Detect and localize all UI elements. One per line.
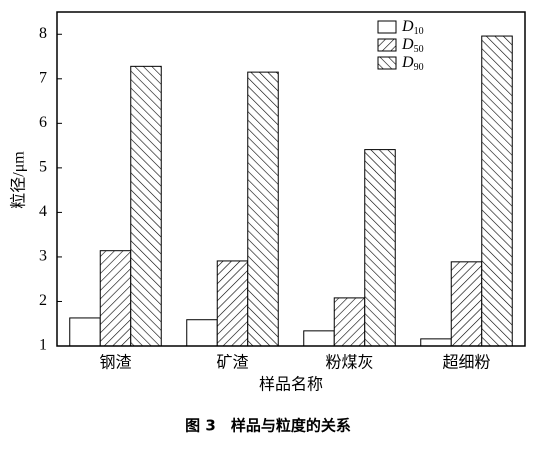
legend-label-sub: 50	[414, 44, 424, 55]
legend-label-sub: 10	[414, 26, 424, 37]
bar	[130, 65, 162, 347]
legend-swatch	[377, 38, 397, 52]
bar	[420, 338, 452, 347]
bar	[186, 319, 218, 347]
y-tick-label: 6	[39, 114, 47, 131]
bar	[69, 317, 101, 347]
legend-swatch	[377, 56, 397, 70]
legend-label: D50	[401, 36, 424, 56]
y-tick-label: 7	[39, 69, 47, 86]
bar	[333, 297, 366, 347]
bar	[364, 149, 396, 347]
y-axis-label: 粒径/μm	[10, 151, 28, 209]
x-tick-label: 钢渣	[99, 354, 131, 372]
bar	[450, 261, 483, 347]
y-tick-label: 8	[39, 25, 47, 42]
legend-label-main: D	[401, 36, 414, 53]
y-tick-label: 3	[39, 248, 47, 265]
legend-label: D90	[401, 54, 424, 74]
x-tick-label: 粉煤灰	[325, 354, 373, 372]
y-tick-label: 2	[39, 292, 47, 309]
bar	[247, 71, 279, 347]
y-tick-label: 5	[39, 159, 47, 176]
legend-label-main: D	[401, 54, 414, 71]
caption: 图 3 样品与粒度的关系	[185, 417, 351, 435]
bar	[99, 250, 132, 347]
bar	[481, 35, 513, 347]
y-tick-label: 1	[39, 337, 47, 354]
y-tick-label: 4	[39, 203, 47, 220]
x-tick-label: 矿渣	[216, 354, 248, 372]
legend-swatch	[377, 20, 397, 34]
bar	[216, 260, 249, 347]
bar	[303, 330, 335, 347]
legend-label: D10	[401, 18, 424, 38]
x-axis-label: 样品名称	[259, 376, 323, 394]
x-tick-label: 超细粉	[442, 354, 490, 372]
plot-frame	[56, 11, 526, 347]
legend-label-main: D	[401, 18, 414, 35]
legend-label-sub: 90	[414, 62, 424, 73]
